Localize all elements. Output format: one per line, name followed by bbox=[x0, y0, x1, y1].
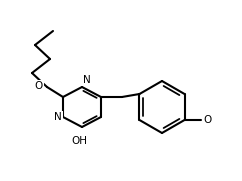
Text: O: O bbox=[35, 81, 43, 91]
Text: N: N bbox=[54, 112, 62, 122]
Text: OH: OH bbox=[71, 136, 87, 146]
Text: O: O bbox=[204, 115, 212, 125]
Text: N: N bbox=[83, 75, 91, 85]
